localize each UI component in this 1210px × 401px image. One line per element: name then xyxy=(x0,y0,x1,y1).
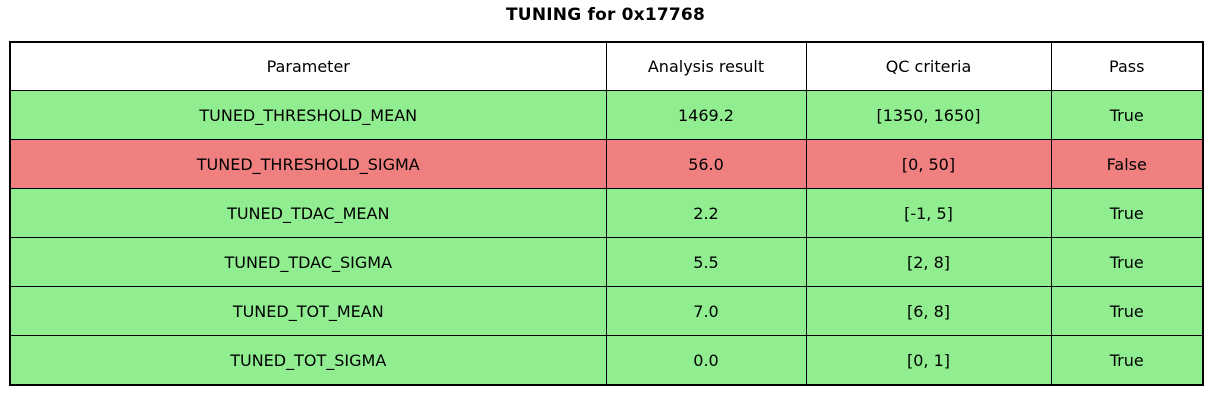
cell-qc-criteria: [1350, 1650] xyxy=(805,90,1052,140)
col-header-qc-criteria: QC criteria xyxy=(805,41,1052,91)
cell-analysis-result: 7.0 xyxy=(605,286,807,336)
cell-parameter: TUNED_THRESHOLD_MEAN xyxy=(9,90,607,140)
cell-qc-criteria: [-1, 5] xyxy=(805,188,1052,238)
table-row: TUNED_TOT_SIGMA 0.0 [0, 1] True xyxy=(9,335,1204,386)
cell-qc-criteria: [0, 50] xyxy=(805,139,1052,189)
cell-pass: False xyxy=(1050,139,1204,189)
cell-analysis-result: 1469.2 xyxy=(605,90,807,140)
cell-analysis-result: 0.0 xyxy=(605,335,807,386)
cell-qc-criteria: [2, 8] xyxy=(805,237,1052,287)
cell-pass: True xyxy=(1050,335,1204,386)
cell-parameter: TUNED_TDAC_SIGMA xyxy=(9,237,607,287)
cell-parameter: TUNED_THRESHOLD_SIGMA xyxy=(9,139,607,189)
cell-qc-criteria: [0, 1] xyxy=(805,335,1052,386)
cell-analysis-result: 56.0 xyxy=(605,139,807,189)
cell-parameter: TUNED_TOT_SIGMA xyxy=(9,335,607,386)
cell-pass: True xyxy=(1050,90,1204,140)
cell-analysis-result: 5.5 xyxy=(605,237,807,287)
cell-parameter: TUNED_TOT_MEAN xyxy=(9,286,607,336)
cell-parameter: TUNED_TDAC_MEAN xyxy=(9,188,607,238)
qc-table: Parameter Analysis result QC criteria Pa… xyxy=(9,41,1204,386)
cell-analysis-result: 2.2 xyxy=(605,188,807,238)
table-row: TUNED_THRESHOLD_MEAN 1469.2 [1350, 1650]… xyxy=(9,90,1204,140)
table-row: TUNED_THRESHOLD_SIGMA 56.0 [0, 50] False xyxy=(9,139,1204,189)
col-header-pass: Pass xyxy=(1050,41,1204,91)
cell-qc-criteria: [6, 8] xyxy=(805,286,1052,336)
table-row: TUNED_TDAC_SIGMA 5.5 [2, 8] True xyxy=(9,237,1204,287)
col-header-analysis-result: Analysis result xyxy=(605,41,807,91)
table-row: TUNED_TOT_MEAN 7.0 [6, 8] True xyxy=(9,286,1204,336)
header-row: Parameter Analysis result QC criteria Pa… xyxy=(9,41,1204,91)
cell-pass: True xyxy=(1050,286,1204,336)
cell-pass: True xyxy=(1050,188,1204,238)
table-row: TUNED_TDAC_MEAN 2.2 [-1, 5] True xyxy=(9,188,1204,238)
page-title: TUNING for 0x17768 xyxy=(506,5,705,25)
cell-pass: True xyxy=(1050,237,1204,287)
col-header-parameter: Parameter xyxy=(9,41,607,91)
